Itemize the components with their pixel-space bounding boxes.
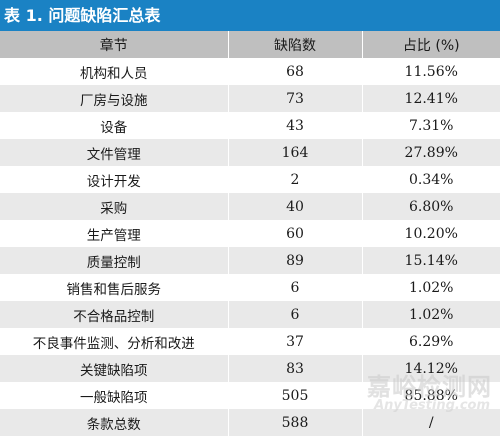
cell-percent: 11.56% [362,58,500,85]
cell-chapter: 厂房与设施 [0,85,229,112]
cell-chapter: 销售和售后服务 [0,274,229,301]
cell-chapter: 生产管理 [0,220,229,247]
watermark-english: AnyTesting.com [374,398,490,413]
table-row: 销售和售后服务 6 1.02% [0,274,500,301]
cell-count: 6 [228,301,363,328]
defect-summary-table: 章节 缺陷数 占比 (%) 机构和人员 68 11.56% 厂房与设施 73 1… [0,31,500,436]
cell-chapter: 关键缺陷项 [0,355,229,382]
cell-count: 73 [228,85,363,112]
cell-percent: 10.20% [362,220,500,247]
table-row: 质量控制 89 15.14% [0,247,500,274]
cell-chapter: 机构和人员 [0,58,229,85]
cell-percent: 6.80% [362,193,500,220]
cell-chapter: 不良事件监测、分析和改进 [0,328,229,355]
cell-chapter: 一般缺陷项 [0,382,229,409]
cell-percent: / [362,409,500,436]
cell-percent: 1.02% [362,274,500,301]
cell-count: 83 [228,355,363,382]
cell-percent: 0.34% [362,166,500,193]
table-row: 设计开发 2 0.34% [0,166,500,193]
cell-chapter: 不合格品控制 [0,301,229,328]
cell-chapter: 条款总数 [0,409,229,436]
table-row: 不良事件监测、分析和改进 37 6.29% [0,328,500,355]
cell-count: 164 [228,139,363,166]
table-title: 表 1. 问题缺陷汇总表 [0,0,500,31]
cell-count: 588 [228,409,363,436]
cell-chapter: 设计开发 [0,166,229,193]
header-chapter: 章节 [0,31,229,58]
table-row: 条款总数 588 / [0,409,500,436]
table-row: 厂房与设施 73 12.41% [0,85,500,112]
cell-chapter: 采购 [0,193,229,220]
cell-percent: 7.31% [362,112,500,139]
cell-percent: 27.89% [362,139,500,166]
cell-count: 6 [228,274,363,301]
table-row: 生产管理 60 10.20% [0,220,500,247]
cell-count: 89 [228,247,363,274]
table-row: 采购 40 6.80% [0,193,500,220]
table-header-row: 章节 缺陷数 占比 (%) [0,31,500,58]
cell-count: 60 [228,220,363,247]
watermark-logo: 嘉峪检测网 AnyTesting.com [332,367,492,413]
cell-count: 40 [228,193,363,220]
cell-count: 37 [228,328,363,355]
cell-percent: 12.41% [362,85,500,112]
cell-percent: 14.12% [362,355,500,382]
header-defect-count: 缺陷数 [228,31,363,58]
watermark-chinese: 嘉峪检测网 [367,373,492,401]
cell-chapter: 文件管理 [0,139,229,166]
cell-percent: 85.88% [362,382,500,409]
table-row: 关键缺陷项 83 14.12% [0,355,500,382]
cell-chapter: 质量控制 [0,247,229,274]
cell-count: 43 [228,112,363,139]
cell-percent: 6.29% [362,328,500,355]
table-row: 设备 43 7.31% [0,112,500,139]
table-row: 机构和人员 68 11.56% [0,58,500,85]
cell-count: 505 [228,382,363,409]
table-row: 一般缺陷项 505 85.88% [0,382,500,409]
cell-count: 2 [228,166,363,193]
cell-chapter: 设备 [0,112,229,139]
cell-count: 68 [228,58,363,85]
cell-percent: 1.02% [362,301,500,328]
table-row: 文件管理 164 27.89% [0,139,500,166]
header-percentage: 占比 (%) [362,31,500,58]
cell-percent: 15.14% [362,247,500,274]
table-row: 不合格品控制 6 1.02% [0,301,500,328]
